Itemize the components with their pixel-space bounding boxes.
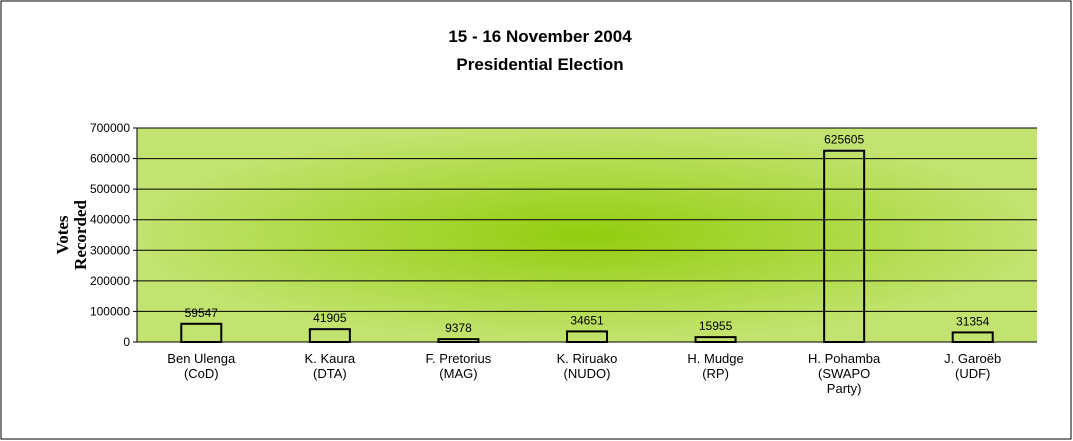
y-tick-label: 0 (123, 335, 130, 349)
x-tick-label: F. Pretorius (MAG) (426, 351, 492, 381)
data-label: 41905 (313, 311, 347, 325)
data-label: 625605 (824, 133, 864, 147)
x-tick-label: H. Pohamba (SWAPO Party) (808, 351, 881, 396)
data-label: 34651 (570, 313, 604, 327)
data-label: 31354 (956, 314, 990, 328)
x-tick-label: J. Garoëb (UDF) (944, 351, 1001, 381)
chart-subtitle: Presidential Election (456, 55, 623, 74)
plot-area (137, 128, 1037, 342)
bar (823, 149, 866, 343)
y-tick-label: 100000 (90, 304, 130, 318)
data-label: 9378 (445, 321, 472, 335)
bar (951, 331, 994, 344)
data-label: 59547 (185, 306, 219, 320)
bar (437, 338, 480, 344)
y-axis-label: VotesRecorded (53, 200, 90, 270)
chart-title: 15 - 16 November 2004 (448, 27, 632, 46)
bar (180, 322, 223, 343)
bar (566, 330, 608, 344)
x-tick-label: K. Riruako (NUDO) (557, 351, 618, 381)
y-tick-label: 500000 (90, 182, 130, 196)
bar (308, 328, 351, 344)
x-tick-label: Ben Ulenga (CoD) (167, 351, 236, 381)
y-tick-label: 600000 (90, 152, 130, 166)
bar (694, 336, 737, 343)
x-tick-label: K. Kaura (DTA) (305, 351, 356, 381)
data-label: 15955 (699, 319, 733, 333)
y-tick-label: 300000 (90, 243, 130, 257)
y-tick-label: 700000 (90, 121, 130, 135)
x-tick-label: H. Mudge (RP) (687, 351, 743, 381)
y-tick-label: 400000 (90, 213, 130, 227)
y-tick-label: 200000 (90, 274, 130, 288)
